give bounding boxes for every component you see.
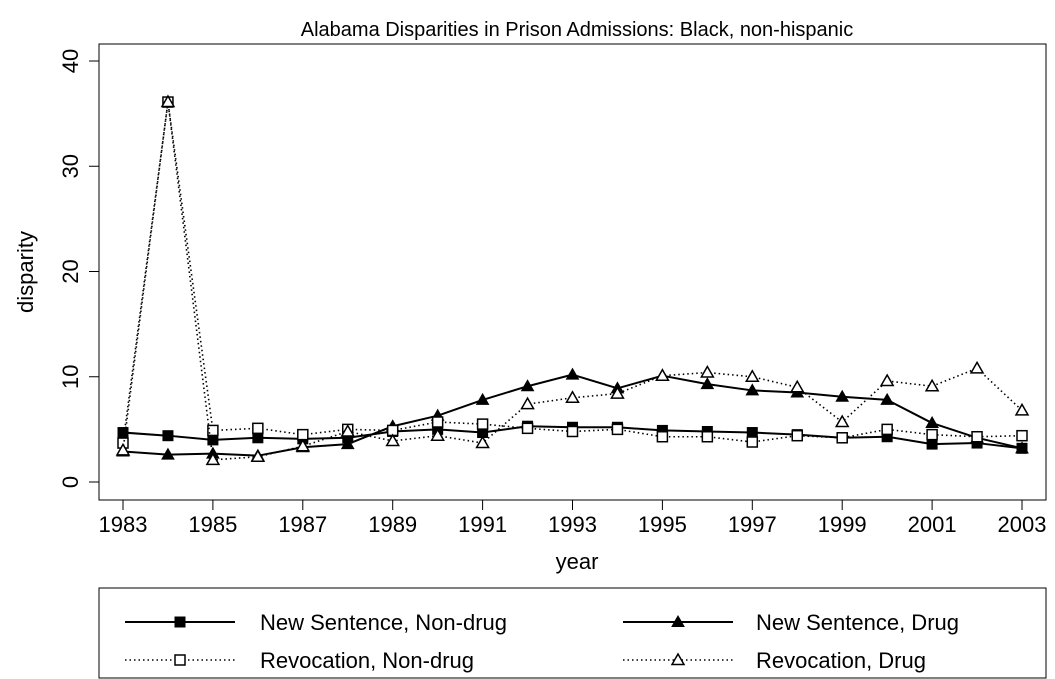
data-point — [162, 430, 174, 442]
data-point — [656, 430, 669, 443]
x-tick-label: 1985 — [188, 512, 237, 537]
data-point — [340, 423, 356, 437]
data-point — [295, 438, 311, 452]
data-point — [475, 392, 490, 405]
x-tick-label: 2003 — [998, 512, 1047, 537]
data-point — [834, 414, 850, 428]
data-point — [670, 652, 686, 666]
data-point — [701, 430, 714, 443]
data-point — [430, 428, 445, 441]
data-point — [340, 437, 355, 450]
data-point — [1016, 429, 1028, 442]
data-point — [791, 429, 803, 442]
data-point — [789, 379, 805, 393]
data-point — [160, 94, 176, 108]
x-tick-label: 1989 — [368, 512, 417, 537]
x-tick-label: 1987 — [278, 512, 327, 537]
x-tick-label: 2001 — [908, 512, 957, 537]
x-tick-label: 1997 — [728, 512, 777, 537]
data-point — [566, 425, 579, 438]
data-point — [174, 654, 186, 666]
data-point — [925, 416, 939, 429]
data-point — [745, 383, 760, 396]
data-point — [836, 432, 848, 444]
data-point — [880, 392, 895, 405]
legend-label: New Sentence, Non-drug — [260, 610, 507, 635]
data-point — [385, 433, 400, 447]
data-point — [835, 389, 850, 402]
data-point — [252, 422, 264, 435]
data-point — [250, 449, 266, 462]
x-axis-label: year — [556, 549, 599, 574]
data-point — [924, 378, 940, 392]
y-tick-label: 30 — [58, 154, 83, 178]
data-point — [1015, 441, 1029, 454]
chart-title: Alabama Disparities in Prison Admissions… — [301, 19, 853, 41]
legend-item: New Sentence, Drug — [623, 610, 959, 635]
data-point — [205, 452, 221, 466]
y-tick-label: 10 — [58, 365, 83, 389]
data-point — [700, 365, 715, 378]
data-point — [969, 360, 985, 374]
data-point — [610, 386, 625, 399]
data-point — [746, 436, 759, 448]
data-point — [207, 424, 219, 437]
legend-label: New Sentence, Drug — [756, 610, 959, 635]
data-point — [475, 435, 490, 449]
data-point — [161, 447, 175, 460]
x-tick-label: 1991 — [458, 512, 507, 537]
data-point — [565, 367, 580, 380]
y-axis-label: disparity — [13, 231, 38, 313]
legend-label: Revocation, Non-drug — [260, 648, 474, 673]
data-point — [655, 368, 670, 381]
data-point — [971, 430, 983, 443]
data-point — [431, 416, 444, 428]
y-tick-label: 0 — [58, 476, 83, 488]
x-tick-label: 1983 — [99, 512, 148, 537]
series-4 — [115, 94, 1030, 466]
series-layer — [115, 94, 1030, 466]
data-point — [174, 616, 186, 628]
data-point — [117, 427, 129, 439]
x-tick-label: 1995 — [638, 512, 687, 537]
legend-item: Revocation, Drug — [623, 648, 926, 673]
data-point — [879, 373, 895, 387]
data-point — [671, 614, 685, 627]
legend-item: New Sentence, Non-drug — [125, 610, 507, 635]
x-axis-ticks: 1983 1985 1987 1989 1991 1993 1995 1997 1999 2001… — [99, 500, 1047, 537]
x-tick-label: 1999 — [818, 512, 867, 537]
data-point — [926, 438, 938, 450]
y-axis-ticks: 0 10 20 30 40 — [58, 49, 99, 488]
data-point — [700, 377, 715, 390]
y-tick-label: 20 — [58, 259, 83, 283]
data-point — [745, 369, 760, 382]
data-point — [115, 442, 131, 456]
data-point — [521, 422, 534, 435]
legend-item: Revocation, Non-drug — [125, 648, 474, 673]
data-point — [476, 418, 489, 430]
legend-label: Revocation, Drug — [756, 648, 926, 673]
data-point — [881, 423, 893, 436]
legend-box — [98, 587, 1047, 679]
data-point — [520, 379, 535, 392]
data-point — [520, 396, 535, 410]
data-point — [926, 428, 938, 441]
x-tick-label: 1993 — [548, 512, 597, 537]
data-point — [1014, 402, 1030, 416]
y-tick-label: 40 — [58, 49, 83, 73]
data-point — [611, 423, 624, 436]
legend: New Sentence, Non-drug New Sentence, Drug… — [125, 610, 959, 673]
data-point — [252, 432, 264, 444]
data-point — [207, 434, 219, 446]
data-point — [297, 428, 309, 441]
data-point — [746, 427, 758, 439]
data-point — [565, 390, 580, 404]
